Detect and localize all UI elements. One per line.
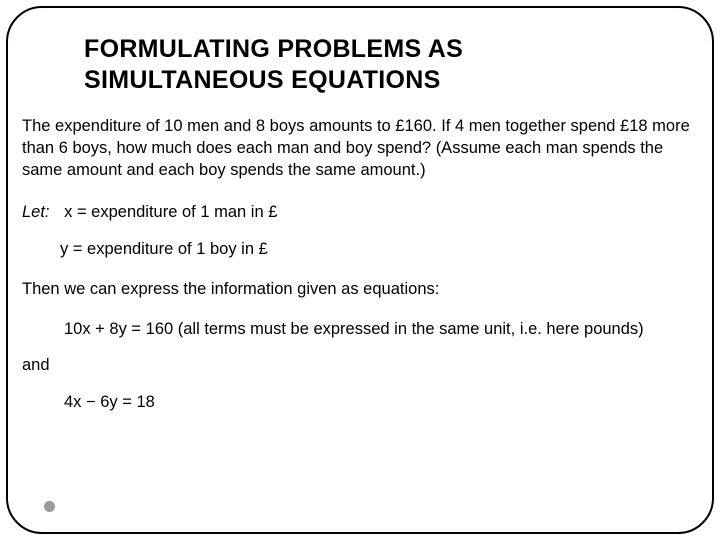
let-x-def: x = expenditure of 1 man in £ (64, 203, 277, 221)
slide-frame: FORMULATING PROBLEMS AS SIMULTANEOUS EQU… (6, 6, 714, 534)
title-line-1: FORMULATING PROBLEMS AS (84, 35, 463, 63)
slide-title: FORMULATING PROBLEMS AS SIMULTANEOUS EQU… (84, 34, 694, 97)
equation-1: 10x + 8y = 160 (all terms must be expres… (64, 318, 694, 340)
and-connector: and (22, 354, 694, 376)
title-line-2: SIMULTANEOUS EQUATIONS (84, 66, 441, 94)
let-block: Let: x = expenditure of 1 man in £ y = e… (22, 201, 694, 260)
equation-2: 4x − 6y = 18 (64, 391, 694, 413)
bullet-decorator (44, 501, 55, 512)
problem-statement: The expenditure of 10 men and 8 boys amo… (22, 115, 694, 182)
let-label: Let: (22, 203, 50, 221)
let-y-def: y = expenditure of 1 boy in £ (60, 238, 694, 260)
then-line: Then we can express the information give… (22, 278, 694, 300)
